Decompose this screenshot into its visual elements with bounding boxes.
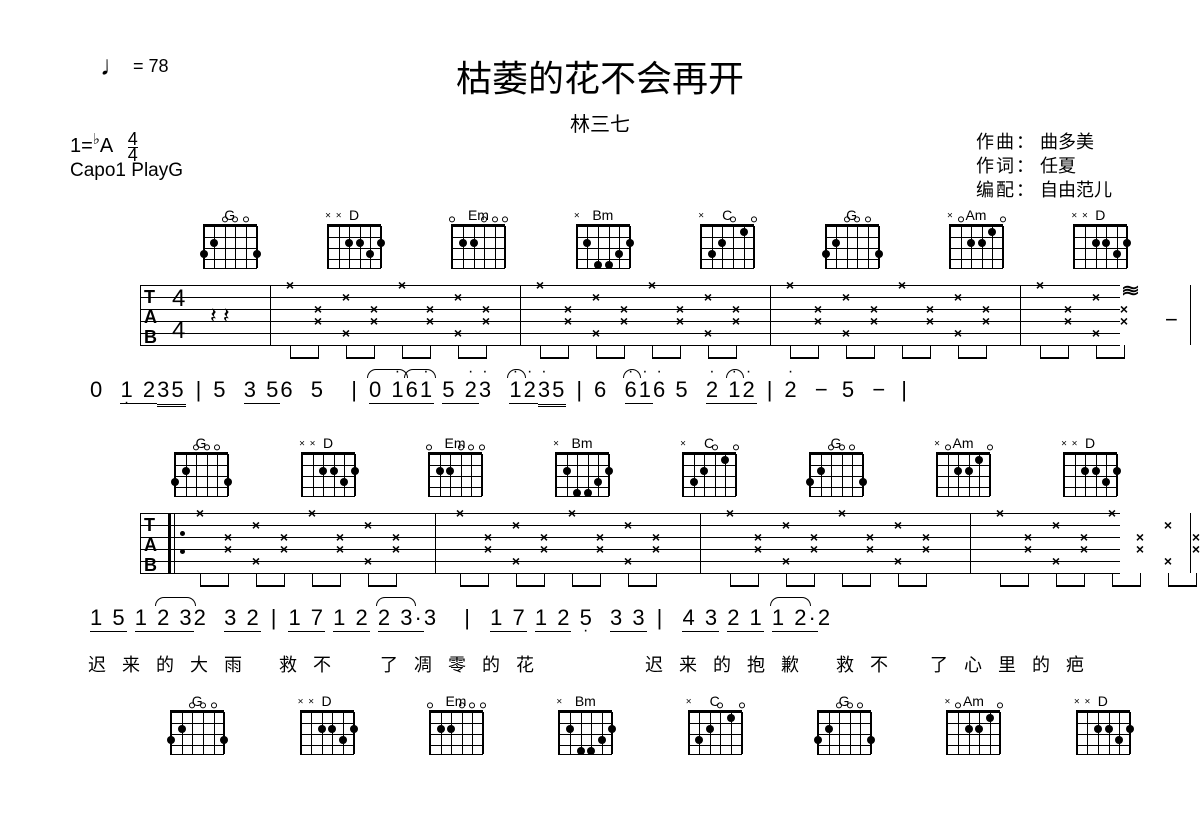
song-title: 枯萎的花不会再开 xyxy=(70,50,1130,102)
tempo-value: 78 xyxy=(149,56,169,76)
chord-diagram-d: D×× xyxy=(1059,435,1121,497)
chord-diagram-d: D×× xyxy=(1071,207,1130,269)
chord-name: C xyxy=(688,693,742,709)
chord-name: Am xyxy=(946,207,1005,223)
chord-diagram-c: C× xyxy=(698,207,757,269)
chord-name: D xyxy=(324,207,383,223)
chord-row-1: G D×× Em Bm× C× G Am× D×× xyxy=(70,207,1130,269)
composer-label: 作曲： xyxy=(976,130,1036,154)
chord-diagram-am: Am× xyxy=(946,693,1000,755)
chord-name: G xyxy=(822,207,881,223)
chord-name: Bm xyxy=(551,435,613,451)
key-signature: 1=♭A 44 xyxy=(70,130,138,162)
jianpu-line-1: 0 1 235|5 3 56 5 |0 161 5 23 1235|6 616 … xyxy=(70,371,1130,421)
artist-name: 林三七 xyxy=(70,108,1130,137)
chord-name: G xyxy=(805,435,867,451)
chord-name: Bm xyxy=(558,693,612,709)
chord-name: C xyxy=(698,207,757,223)
capo-text: Capo1 PlayG xyxy=(70,160,183,182)
lyricist-name: 任夏 xyxy=(1040,154,1130,178)
chord-name: Em xyxy=(424,435,486,451)
credits-block: 作曲：曲多美 作词：任夏 编配：自由范儿 xyxy=(976,130,1130,202)
chord-diagram-g: G xyxy=(817,693,871,755)
chord-diagram-c: C× xyxy=(688,693,742,755)
chord-diagram-bm: Bm× xyxy=(573,207,632,269)
chord-diagram-am: Am× xyxy=(932,435,994,497)
chord-diagram-c: C× xyxy=(678,435,740,497)
arranger-name: 自由范儿 xyxy=(1040,178,1130,202)
chord-name: Am xyxy=(932,435,994,451)
quarter-note-icon: ♩ xyxy=(100,50,128,81)
tab-label-2: TAB xyxy=(144,515,156,575)
chord-name: D xyxy=(1059,435,1121,451)
chord-name: Em xyxy=(449,207,508,223)
rest-icon: 𝄽 𝄽 xyxy=(210,303,230,329)
tab-staff-2: TAB ××××××××××××××××××××××××××××××××××××… xyxy=(70,503,1130,593)
chord-diagram-d: D×× xyxy=(1076,693,1130,755)
chord-name: G xyxy=(200,207,259,223)
chord-row-2: G D×× Em Bm× C× G Am× D×× xyxy=(70,435,1130,497)
chord-row-3: G D×× Em Bm× C× G Am× D×× xyxy=(70,693,1130,755)
chord-diagram-bm: Bm× xyxy=(551,435,613,497)
chord-diagram-em: Em xyxy=(424,435,486,497)
lyrics-line-1: 迟来的大雨 救不 了凋零的花 迟来的抱歉 救不 了心里的疤 xyxy=(70,651,1130,681)
chord-diagram-g: G xyxy=(170,693,224,755)
chord-name: D xyxy=(297,435,359,451)
chord-diagram-em: Em xyxy=(449,207,508,269)
lyricist-label: 作词： xyxy=(976,154,1036,178)
chord-diagram-g: G xyxy=(805,435,867,497)
chord-name: Bm xyxy=(573,207,632,223)
composer-name: 曲多美 xyxy=(1040,130,1130,154)
tab-time-sig: 44 xyxy=(172,283,185,347)
tab-label: TAB xyxy=(144,287,156,347)
chord-diagram-d: D×× xyxy=(324,207,383,269)
chord-diagram-d: D×× xyxy=(299,693,353,755)
jianpu-line-2: 1 5 1 2 32 3 2|1 7 1 2 2 3·3 | 1 7 1 2 5… xyxy=(70,599,1130,649)
chord-name: C xyxy=(678,435,740,451)
tempo-marking: ♩ = 78 xyxy=(100,50,169,82)
tab-staff-1: TAB 44 𝄽 𝄽 ×××××××××××××××××××××××××××××… xyxy=(70,275,1130,365)
chord-diagram-g: G xyxy=(822,207,881,269)
chord-name: D xyxy=(1071,207,1130,223)
chord-diagram-em: Em xyxy=(429,693,483,755)
chord-diagram-am: Am× xyxy=(946,207,1005,269)
chord-name: G xyxy=(170,435,232,451)
chord-diagram-d: D×× xyxy=(297,435,359,497)
arranger-label: 编配： xyxy=(976,178,1036,202)
chord-diagram-g: G xyxy=(200,207,259,269)
chord-diagram-bm: Bm× xyxy=(558,693,612,755)
chord-diagram-g: G xyxy=(170,435,232,497)
